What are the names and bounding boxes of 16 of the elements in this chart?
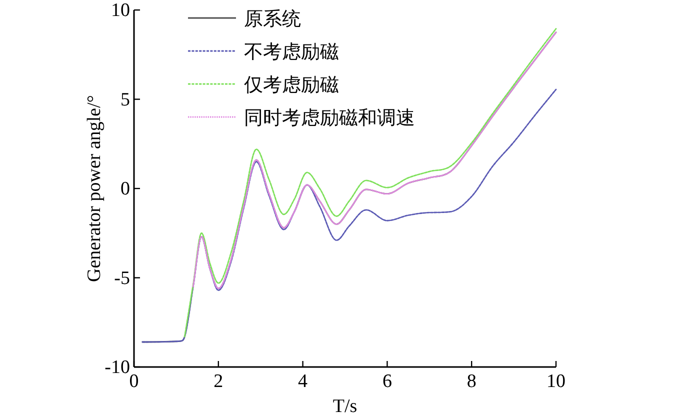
y-tick-label: 5 xyxy=(120,89,130,110)
legend-label: 原系统 xyxy=(244,9,301,30)
x-tick-label: 8 xyxy=(466,371,476,392)
x-tick-label: 6 xyxy=(382,371,392,392)
y-axis-title: Generator power angle/° xyxy=(84,95,105,282)
x-tick-label: 4 xyxy=(298,371,308,392)
y-tick-label: -5 xyxy=(114,268,130,289)
y-tick-label: -10 xyxy=(104,357,130,378)
y-tick-label: 10 xyxy=(111,0,130,21)
y-tick-label: 0 xyxy=(120,178,130,200)
legend-label: 不考虑励磁 xyxy=(244,42,339,63)
x-tick-label: 2 xyxy=(214,371,224,392)
x-tick-label: 10 xyxy=(546,371,566,392)
legend-label: 仅考虑励磁 xyxy=(244,75,339,96)
legend-label: 同时考虑励磁和调速 xyxy=(244,108,415,129)
x-axis-title: T/s xyxy=(332,396,358,417)
